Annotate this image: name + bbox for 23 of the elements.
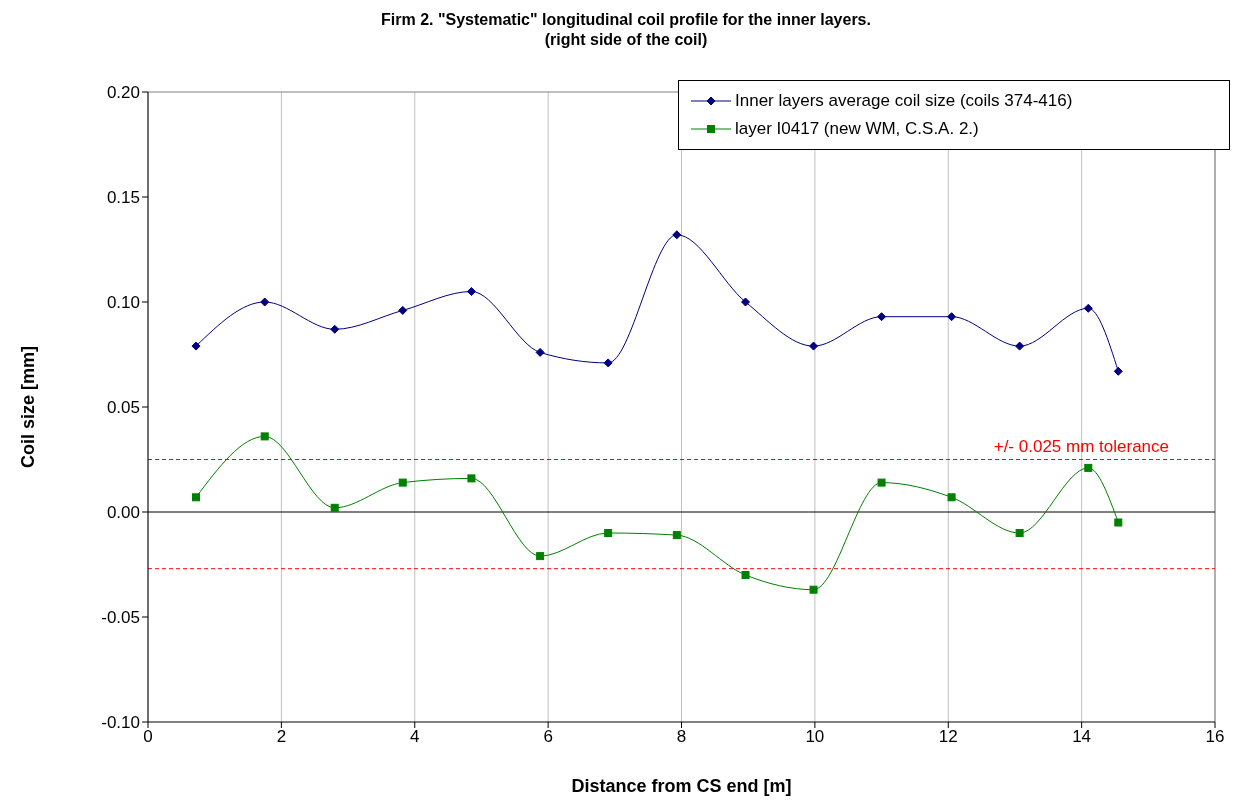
y-tick-label: 0.20 [106, 83, 140, 103]
y-tick-label: -0.05 [101, 608, 140, 628]
x-tick-label: 0 [143, 727, 153, 747]
x-tick-label: 12 [938, 727, 958, 747]
chart-title: Firm 2. "Systematic" longitudinal coil profile for the inner layers. [380, 10, 872, 30]
x-tick-label: 4 [410, 727, 420, 747]
legend-label: Inner layers average coil size (coils 374-416) [735, 91, 1073, 111]
x-tick-label: 14 [1072, 727, 1092, 747]
x-tick-label: 8 [676, 727, 687, 747]
chart-subtitle: (right side of the coil) [543, 30, 709, 50]
y-tick-label: 0.00 [106, 503, 140, 523]
ref-line-label: +/- 0.025 mm tolerance [993, 436, 1169, 456]
y-tick-label: -0.10 [101, 713, 140, 733]
x-axis-title: Distance from CS end [m] [571, 776, 792, 796]
y-tick-label: 0.05 [106, 398, 140, 418]
legend-label: layer I0417 (new WM, C.S.A. 2.) [735, 119, 979, 139]
x-tick-label: 6 [543, 727, 553, 747]
y-axis-title: Coil size [mm] [18, 345, 39, 469]
y-tick-label: 0.10 [106, 293, 140, 313]
y-tick-label: 0.15 [106, 188, 140, 208]
x-tick-label: 16 [1205, 727, 1225, 747]
x-tick-label: 2 [276, 727, 287, 747]
x-tick-label: 10 [805, 727, 825, 747]
